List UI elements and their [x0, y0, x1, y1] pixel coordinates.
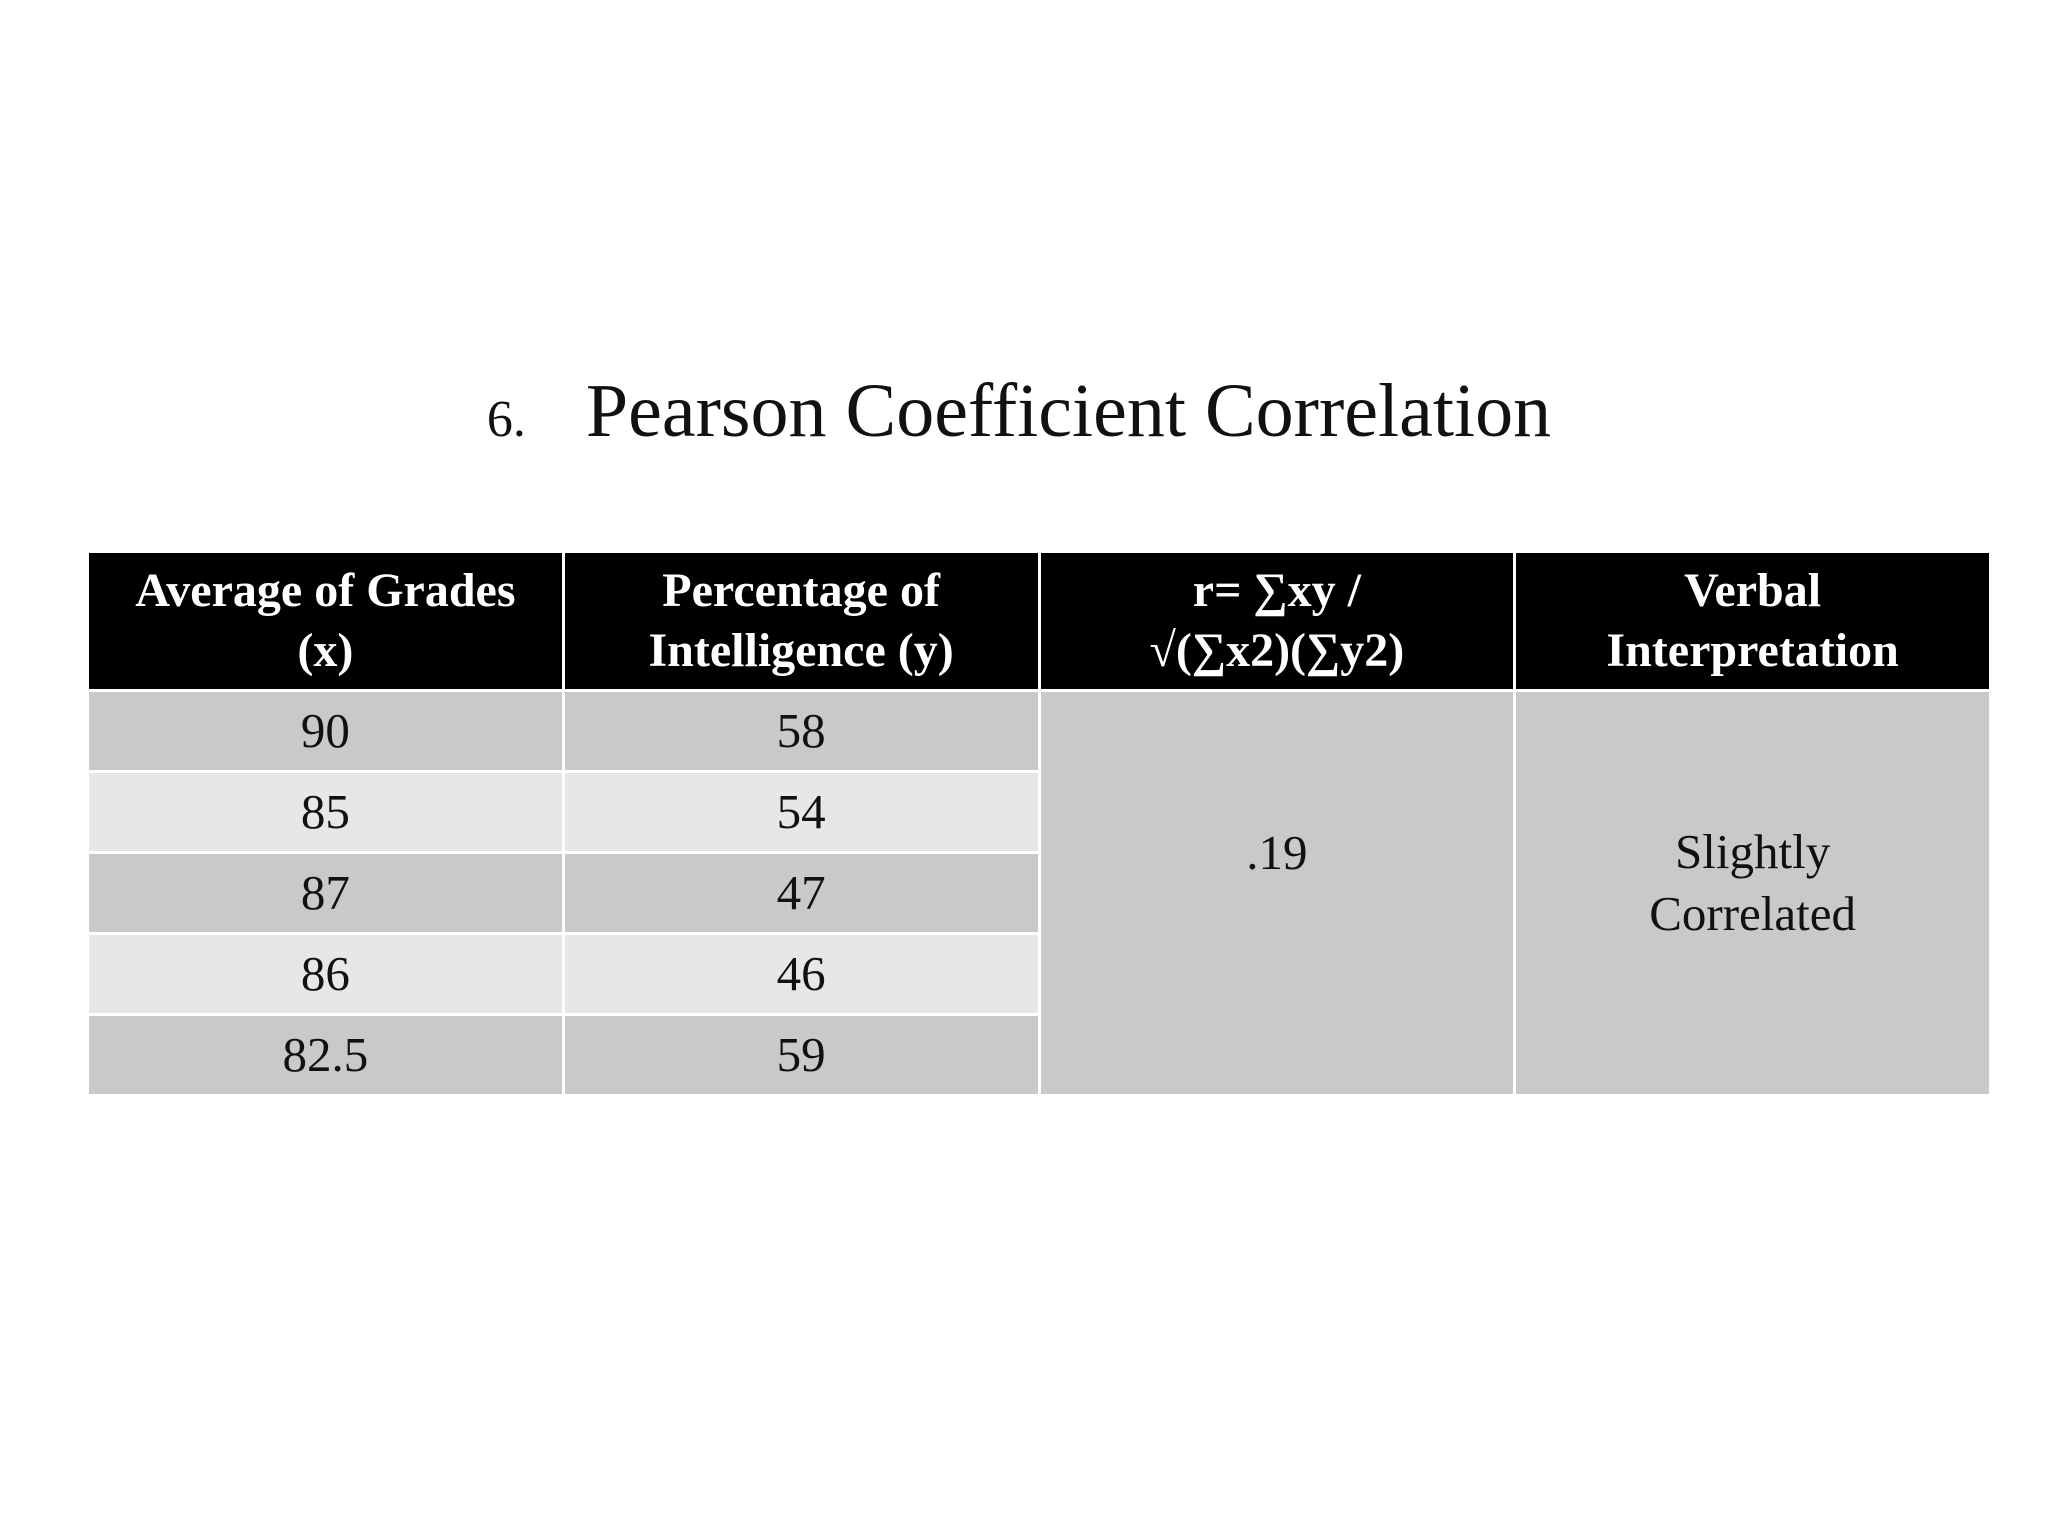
table-row: 87 47 — [86, 851, 1991, 935]
header-r-formula-line1: r= ∑xy / — [1192, 564, 1361, 617]
cell-x: 87 — [86, 851, 565, 935]
correlation-table: Average of Grades (x) Percentage of Inte… — [86, 550, 1992, 1097]
header-r-formula: r= ∑xy / √(∑x2)(∑y2) — [1037, 550, 1517, 692]
cell-y: 47 — [561, 851, 1041, 935]
cell-y: 59 — [561, 1013, 1041, 1097]
header-percentage-intelligence: Percentage of Intelligence (y) — [561, 550, 1041, 692]
interpretation-cell: Slightly Correlated — [1513, 689, 1992, 1097]
table-row: 85 54 — [86, 770, 1991, 854]
header-verbal-interpretation-line2: Interpretation — [1606, 624, 1899, 677]
header-average-grades-line1: Average of Grades — [135, 564, 516, 617]
interpretation-line1: Slightly — [1675, 824, 1831, 879]
header-r-formula-line2: √(∑x2)(∑y2) — [1149, 624, 1405, 677]
cell-x: 82.5 — [86, 1013, 565, 1097]
interpretation-line2: Correlated — [1649, 886, 1857, 941]
r-value: .19 — [1246, 825, 1308, 880]
header-percentage-intelligence-line2: Intelligence (y) — [648, 624, 954, 677]
header-average-grades: Average of Grades (x) — [86, 550, 565, 692]
cell-y: 58 — [561, 689, 1041, 773]
cell-y: 54 — [561, 770, 1041, 854]
title-number: 6. — [486, 391, 526, 448]
header-verbal-interpretation-line1: Verbal — [1684, 564, 1822, 617]
cell-y: 46 — [561, 932, 1041, 1016]
header-average-grades-line2: (x) — [297, 624, 354, 677]
interpretation-text: Slightly Correlated — [1649, 821, 1856, 945]
table-row: 82.5 59 — [86, 1013, 1991, 1097]
cell-x: 85 — [86, 770, 565, 854]
cell-x: 90 — [86, 689, 565, 773]
slide-title: 6. Pearson Coefficient Correlation — [0, 368, 2048, 468]
table-row: 86 46 — [86, 932, 1991, 1016]
title-text: Pearson Coefficient Correlation — [585, 369, 1552, 453]
cell-x: 86 — [86, 932, 565, 1016]
table-row: 90 58 .19 Slightly Correlated — [86, 689, 1992, 1097]
header-verbal-interpretation: Verbal Interpretation — [1513, 550, 1992, 692]
table-header-row: Average of Grades (x) Percentage of Inte… — [86, 550, 1992, 692]
header-percentage-intelligence-line1: Percentage of — [662, 564, 940, 617]
r-value-cell: .19 — [1037, 689, 1517, 1097]
